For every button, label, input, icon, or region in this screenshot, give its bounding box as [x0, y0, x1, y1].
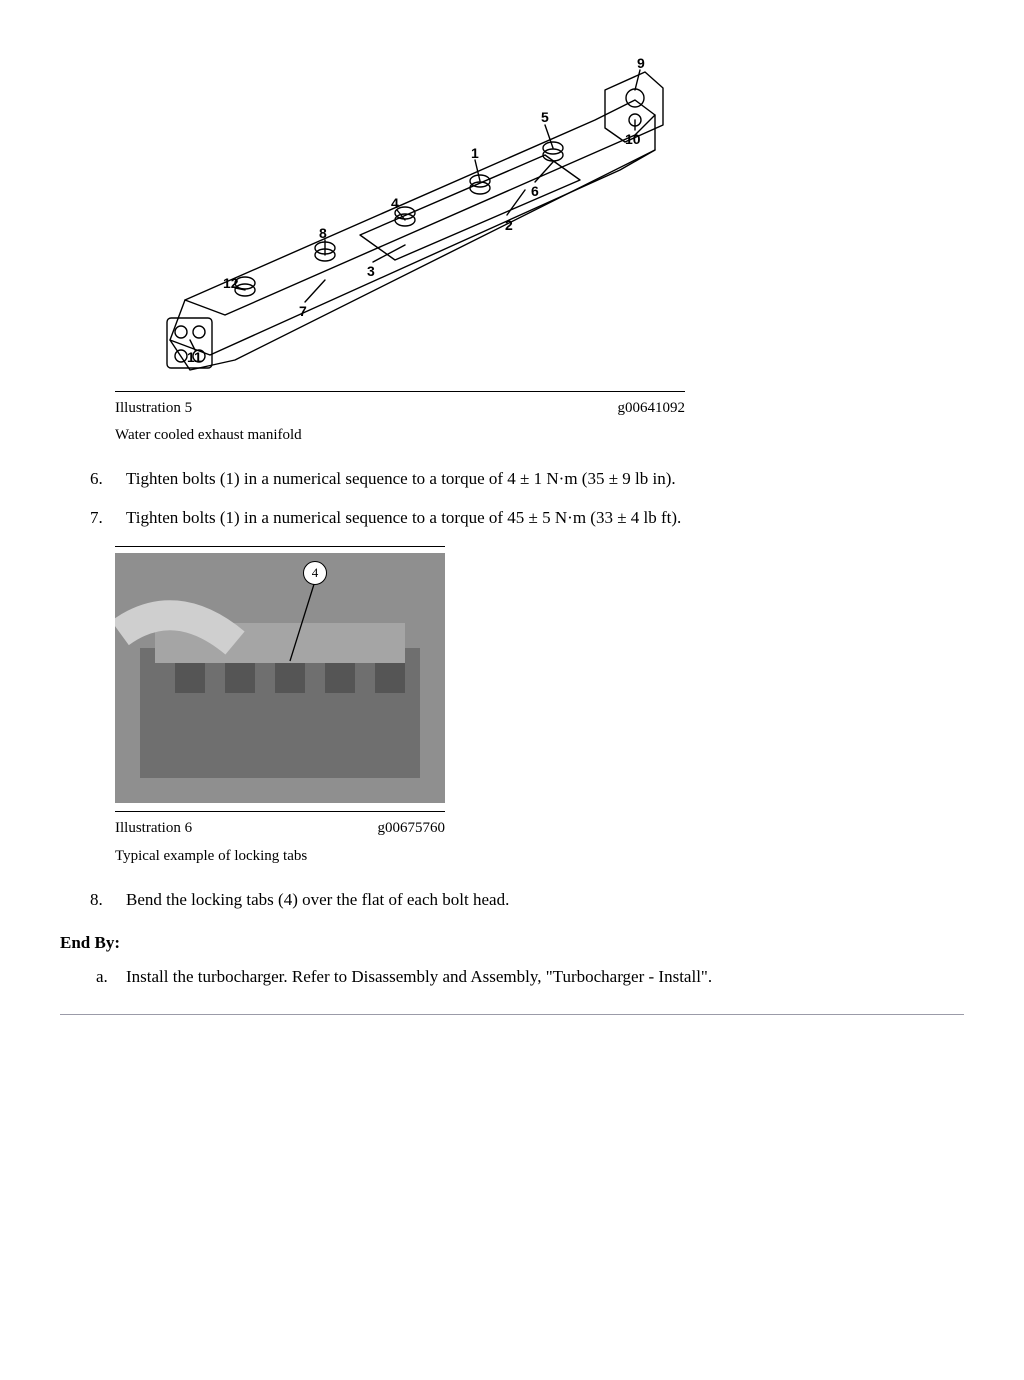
end-by-heading: End By: — [60, 931, 964, 956]
step-text: Tighten bolts (1) in a numerical sequenc… — [126, 508, 681, 527]
callout-number: 4 — [312, 564, 319, 583]
svg-text:7: 7 — [299, 303, 307, 319]
svg-text:6: 6 — [531, 183, 539, 199]
svg-text:2: 2 — [505, 217, 513, 233]
step-text: Tighten bolts (1) in a numerical sequenc… — [126, 469, 676, 488]
step-number: 7. — [90, 506, 103, 531]
svg-text:9: 9 — [637, 55, 645, 71]
svg-text:1: 1 — [471, 145, 479, 161]
end-by-item-a: a. Install the turbocharger. Refer to Di… — [108, 965, 964, 990]
svg-text:5: 5 — [541, 109, 549, 125]
step-number: 6. — [90, 467, 103, 492]
photo-svg — [115, 553, 445, 803]
figure5-caption: Water cooled exhaust manifold — [115, 425, 685, 447]
svg-text:8: 8 — [319, 225, 327, 241]
figure6-label: Illustration 6 — [115, 818, 192, 840]
figure-6: 4 Illustration 6 g00675760 Typical examp… — [115, 546, 445, 868]
step-8: 8. Bend the locking tabs (4) over the fl… — [108, 888, 964, 913]
figure-rule — [115, 811, 445, 812]
step-7: 7. Tighten bolts (1) in a numerical sequ… — [108, 506, 964, 531]
figure-5: 1 2 3 4 5 6 7 8 9 10 11 12 Illustration … — [115, 40, 685, 447]
figure-rule — [115, 546, 445, 547]
figure6-caption: Typical example of locking tabs — [115, 846, 445, 868]
footer-rule — [60, 1014, 964, 1015]
locking-tabs-photo: 4 — [115, 553, 445, 803]
step-list: 6. Tighten bolts (1) in a numerical sequ… — [60, 467, 964, 530]
figure5-caption-row: Illustration 5 g00641092 — [115, 398, 685, 420]
sub-text: Install the turbocharger. Refer to Disas… — [126, 967, 712, 986]
figure5-code: g00641092 — [618, 398, 686, 420]
step-text: Bend the locking tabs (4) over the flat … — [126, 890, 509, 909]
figure5-label: Illustration 5 — [115, 398, 192, 420]
figure6-code: g00675760 — [378, 818, 446, 840]
figure6-caption-row: Illustration 6 g00675760 — [115, 818, 445, 840]
svg-text:3: 3 — [367, 263, 375, 279]
svg-text:4: 4 — [391, 195, 399, 211]
svg-text:11: 11 — [187, 349, 202, 365]
step-number: 8. — [90, 888, 103, 913]
sub-letter: a. — [96, 965, 108, 990]
svg-text:12: 12 — [223, 275, 239, 291]
step-list-2: 8. Bend the locking tabs (4) over the fl… — [60, 888, 964, 913]
figure-rule — [115, 391, 685, 392]
end-by-list: a. Install the turbocharger. Refer to Di… — [60, 965, 964, 990]
step-6: 6. Tighten bolts (1) in a numerical sequ… — [108, 467, 964, 492]
manifold-diagram: 1 2 3 4 5 6 7 8 9 10 11 12 — [115, 40, 685, 375]
svg-text:10: 10 — [625, 131, 641, 147]
